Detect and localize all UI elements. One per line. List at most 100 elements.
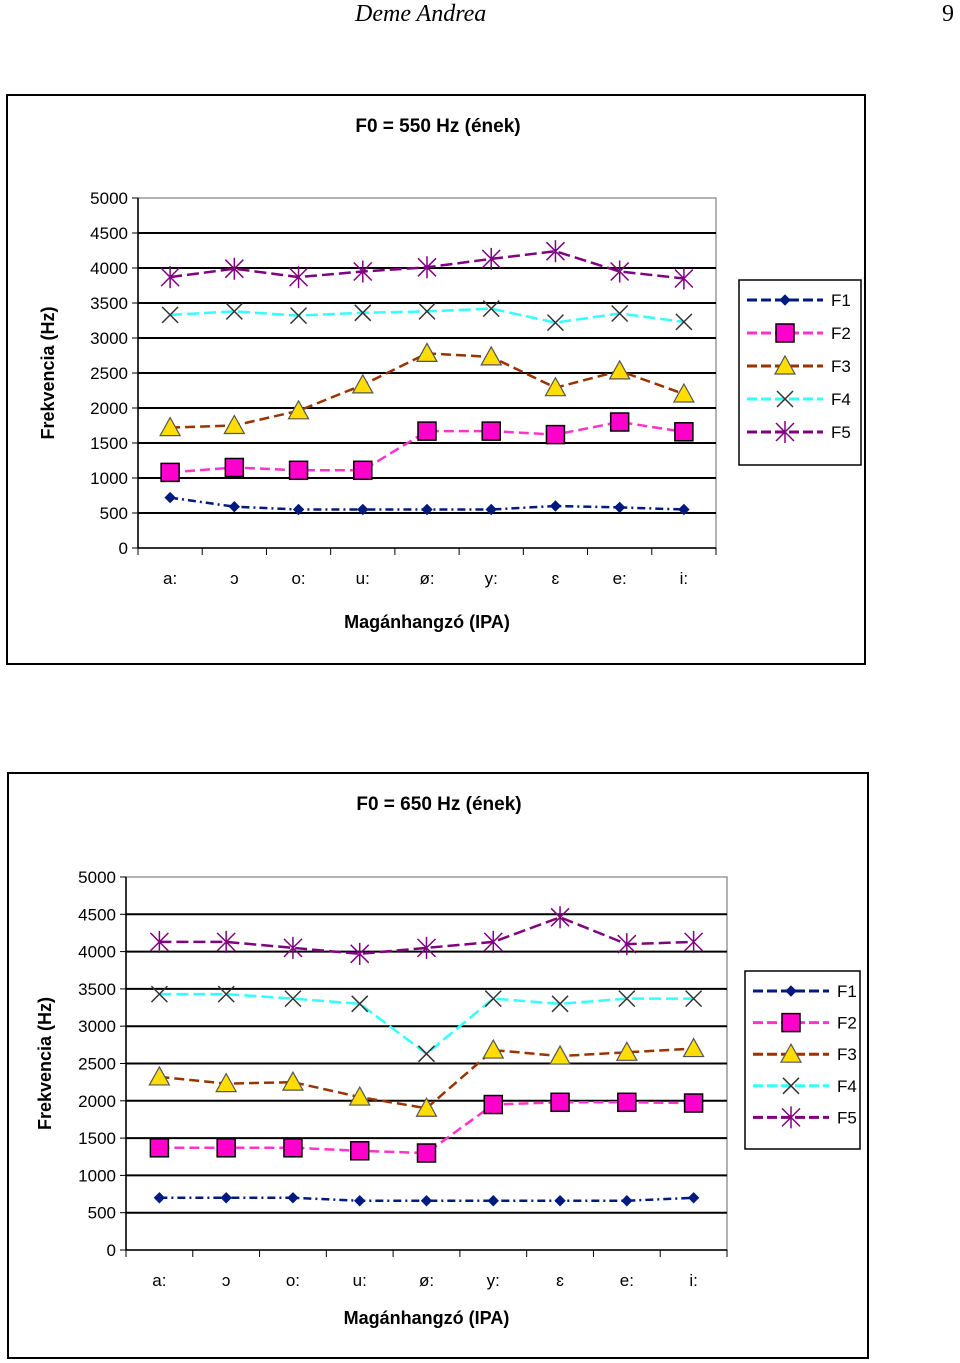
x-tick-label: y:	[485, 569, 498, 588]
marker-f4-5	[482, 300, 500, 318]
marker-f5-0	[149, 930, 169, 953]
marker-f4-3	[351, 995, 369, 1013]
marker-f4-1	[225, 302, 243, 320]
series-line-f2	[170, 420, 685, 474]
marker-f4-0	[161, 306, 179, 324]
legend-label: F2	[837, 1014, 857, 1033]
marker-f5-2	[289, 266, 309, 289]
marker-f1-2	[287, 1192, 299, 1204]
y-tick-label: 2000	[90, 399, 128, 418]
chart-f0-650: F0 = 650 Hz (ének) 0 500 1000 1500 2000 2500 30…	[7, 772, 869, 1359]
series-f5	[160, 240, 694, 290]
series-f2	[160, 412, 694, 483]
marker-f5-6	[550, 906, 570, 929]
marker-f2-4	[417, 421, 437, 441]
marker-f5-1	[216, 930, 236, 953]
legend-item-f5: F5	[753, 1106, 857, 1129]
marker-f2-4	[416, 1143, 437, 1163]
y-tick-label: 1500	[78, 1129, 116, 1148]
series-f4	[161, 300, 693, 332]
marker-f2-7	[617, 1092, 637, 1113]
y-tick-label: 3500	[78, 980, 116, 999]
marker-f3-6	[549, 1044, 572, 1065]
x-tick-label: o:	[286, 1271, 300, 1290]
marker-f1-legend	[779, 294, 791, 306]
marker-f1-4	[420, 1195, 433, 1207]
legend-item-f2: F2	[747, 323, 851, 343]
marker-f5-4	[416, 936, 437, 959]
y-tick-label: 1000	[90, 469, 128, 488]
marker-f3-legend	[779, 1042, 803, 1063]
y-tick-label: 3500	[90, 294, 128, 313]
marker-f1-3	[357, 503, 369, 516]
marker-f2-2	[283, 1138, 303, 1158]
marker-f2-8	[674, 422, 694, 442]
marker-f2-5	[483, 1094, 504, 1115]
y-tick-label: 1000	[78, 1166, 116, 1185]
marker-f5-7	[617, 933, 637, 956]
x-tick-label: o:	[291, 569, 305, 588]
marker-f1-7	[613, 501, 626, 514]
chart-f0-550: F0 = 550 Hz (ének) 0 500 1000 1500 2000 2500 30…	[6, 94, 866, 665]
marker-f5-5	[481, 247, 501, 270]
legend-label: F5	[837, 1108, 857, 1127]
marker-f2-legend	[775, 323, 795, 343]
legend-item-f2: F2	[753, 1012, 857, 1033]
series-f3	[159, 342, 695, 437]
marker-f3-2	[281, 1070, 304, 1091]
legend-item-f5: F5	[747, 421, 851, 443]
marker-f4-2	[290, 307, 308, 325]
y-axis-label: Frekvencia (Hz)	[38, 306, 58, 439]
marker-f1-legend	[785, 985, 797, 997]
marker-f3-8	[672, 382, 695, 403]
legend-label: F2	[831, 324, 851, 343]
series-f1	[153, 1192, 700, 1207]
legend-item-f1: F1	[753, 982, 857, 1001]
marker-f5-6	[545, 240, 565, 263]
marker-f4-6	[546, 314, 564, 332]
marker-f2-8	[683, 1093, 704, 1113]
legend-item-f3: F3	[753, 1042, 857, 1064]
marker-f5-1	[224, 257, 244, 280]
legend-item-f1: F1	[747, 291, 851, 310]
marker-f1-1	[228, 500, 241, 513]
marker-f5-legend	[781, 1106, 801, 1129]
x-axis-label: Magánhangzó (IPA)	[344, 1308, 510, 1328]
y-tick-label: 500	[100, 504, 128, 523]
x-axis-ticks: a: ɔ o: u: ø: y: ɛ e: i:	[125, 1250, 728, 1290]
marker-f2-6	[550, 1092, 570, 1113]
marker-f4-5	[484, 990, 502, 1008]
series-f1	[164, 491, 690, 516]
series-line-f1	[159, 1196, 694, 1203]
marker-f1-4	[421, 503, 433, 516]
marker-f2-5	[481, 421, 501, 441]
marker-f5-0	[160, 266, 180, 289]
y-tick-label: 1500	[90, 434, 128, 453]
marker-f3-6	[544, 376, 567, 397]
marker-f3-7	[615, 1041, 638, 1061]
legend: F1 F2 F3 F4 F5	[744, 970, 861, 1150]
series-f2	[149, 1092, 704, 1163]
page-header: Deme Andrea 9	[0, 0, 960, 34]
y-axis-label: Frekvencia (Hz)	[35, 997, 55, 1130]
marker-f2-0	[160, 462, 180, 483]
marker-f4-6	[551, 995, 569, 1013]
marker-f5-8	[674, 267, 694, 290]
y-tick-label: 4000	[78, 943, 116, 962]
marker-f2-7	[609, 412, 630, 432]
legend-label: F3	[831, 357, 851, 376]
y-tick-label: 2500	[78, 1055, 116, 1074]
marker-f3-2	[287, 399, 310, 420]
marker-f2-0	[149, 1138, 170, 1158]
marker-f5-3	[350, 942, 370, 965]
marker-f3-3	[348, 1085, 371, 1106]
legend-item-f3: F3	[747, 354, 851, 376]
y-tick-label: 4500	[78, 905, 116, 924]
marker-f2-6	[545, 424, 566, 445]
legend-label: F1	[831, 291, 851, 310]
x-tick-label: ø:	[419, 569, 434, 588]
y-tick-label: 0	[107, 1241, 116, 1260]
marker-f1-2	[292, 503, 305, 516]
marker-f1-6	[554, 1195, 566, 1207]
chart-svg: F0 = 550 Hz (ének) 0 500 1000 1500 2000 2500 30…	[38, 116, 862, 632]
